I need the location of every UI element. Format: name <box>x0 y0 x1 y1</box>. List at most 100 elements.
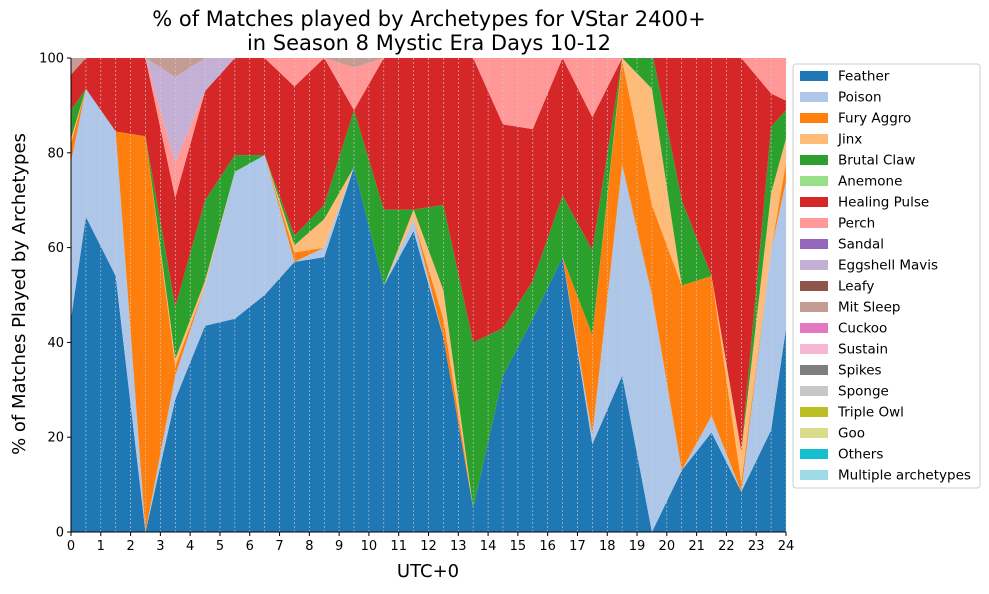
legend-label: Poison <box>838 90 882 106</box>
legend-swatch <box>800 428 828 438</box>
x-tick-label: 9 <box>335 539 343 554</box>
y-tick-label: 60 <box>47 241 64 256</box>
legend-item-anemone: Anemone <box>800 174 902 190</box>
legend-item-eggshell-mavis: Eggshell Mavis <box>800 258 938 274</box>
legend-item-triple-owl: Triple Owl <box>800 405 904 421</box>
legend-item-mit-sleep: Mit Sleep <box>800 300 900 316</box>
x-tick-label: 10 <box>361 539 378 554</box>
legend-item-multiple-archetypes: Multiple archetypes <box>800 468 971 484</box>
legend-swatch <box>800 281 828 291</box>
x-tick-label: 3 <box>156 539 164 554</box>
legend-item-others: Others <box>800 447 883 463</box>
x-tick-label: 24 <box>778 539 795 554</box>
legend-label: Jinx <box>837 132 862 148</box>
legend-item-cuckoo: Cuckoo <box>800 321 887 337</box>
legend-item-fury-aggro: Fury Aggro <box>800 111 911 127</box>
legend-swatch <box>800 113 828 123</box>
x-tick-label: 4 <box>186 539 194 554</box>
legend-swatch <box>800 239 828 249</box>
x-tick-label: 15 <box>510 539 527 554</box>
legend-label: Others <box>838 447 883 463</box>
legend-swatch <box>800 386 828 396</box>
legend-swatch <box>800 260 828 270</box>
x-tick-label: 14 <box>480 539 497 554</box>
legend-item-brutal-claw: Brutal Claw <box>800 153 915 169</box>
y-tick-label: 100 <box>39 52 64 67</box>
legend-swatch <box>800 323 828 333</box>
x-tick-label: 11 <box>390 539 407 554</box>
legend-frame <box>792 63 981 489</box>
legend-label: Goo <box>838 426 865 442</box>
legend-item-sustain: Sustain <box>800 342 888 358</box>
y-tick-label: 20 <box>47 431 64 446</box>
chart-title-line-1: % of Matches played by Archetypes for VS… <box>152 7 706 31</box>
area-fury-aggro <box>71 60 786 532</box>
x-tick-labels: 0 1 2 3 4 5 6 7 8 9 10 11 12 13 14 15 16 17 18 19 20 21 22 23 24 <box>67 539 794 554</box>
legend-label: Mit Sleep <box>838 300 900 316</box>
legend-label: Anemone <box>838 174 902 190</box>
y-tick-label: 0 <box>56 526 64 541</box>
x-tick-label: 17 <box>569 539 586 554</box>
legend-swatch <box>800 302 828 312</box>
legend-label: Healing Pulse <box>838 195 929 211</box>
x-tick-label: 20 <box>659 539 676 554</box>
x-tick-label: 21 <box>688 539 705 554</box>
x-tick-label: 2 <box>126 539 134 554</box>
legend-swatch <box>800 218 828 228</box>
legend-item-healing-pulse: Healing Pulse <box>800 195 929 211</box>
legend-item-jinx: Jinx <box>800 132 862 148</box>
legend-swatch <box>800 176 828 186</box>
y-tick-labels: 0 20 40 60 80 100 <box>39 52 64 541</box>
x-tick-label: 1 <box>97 539 105 554</box>
legend-swatch <box>800 92 828 102</box>
legend-label: Brutal Claw <box>838 153 915 169</box>
legend-items: Feather Poison Fury Aggro Jinx Brutal Claw An… <box>800 69 971 484</box>
x-tick-label: 16 <box>539 539 556 554</box>
legend-swatch <box>800 155 828 165</box>
legend-item-spikes: Spikes <box>800 363 882 379</box>
legend-label: Cuckoo <box>838 321 887 337</box>
y-tick-label: 80 <box>47 146 64 161</box>
chart-title-line-2: in Season 8 Mystic Era Days 10-12 <box>247 31 611 55</box>
y-axis-label: % of Matches Played by Archetypes <box>9 133 30 455</box>
axes-layer <box>67 57 787 536</box>
x-axis-label: UTC+0 <box>397 561 459 582</box>
x-tick-label: 18 <box>599 539 616 554</box>
x-tick-label: 0 <box>67 539 75 554</box>
grid-layer <box>70 58 787 532</box>
legend-swatch <box>800 470 828 480</box>
x-tick-label: 5 <box>216 539 224 554</box>
legend-label: Triple Owl <box>837 405 904 421</box>
legend: Feather Poison Fury Aggro Jinx Brutal Claw An… <box>792 63 981 489</box>
legend-swatch <box>800 134 828 144</box>
legend-swatch <box>800 71 828 81</box>
x-tick-label: 19 <box>629 539 646 554</box>
legend-label: Sandal <box>838 237 884 253</box>
x-tick-label: 7 <box>275 539 283 554</box>
legend-item-poison: Poison <box>800 90 882 106</box>
area-feather <box>71 167 786 532</box>
legend-swatch <box>800 449 828 459</box>
legend-item-leafy: Leafy <box>800 279 874 295</box>
legend-swatch <box>800 197 828 207</box>
legend-label: Eggshell Mavis <box>838 258 938 274</box>
legend-swatch <box>800 365 828 375</box>
legend-label: Perch <box>838 216 875 232</box>
y-tick-label: 40 <box>47 336 64 351</box>
x-tick-label: 12 <box>420 539 437 554</box>
legend-label: Spikes <box>838 363 882 379</box>
x-tick-label: 22 <box>718 539 735 554</box>
legend-label: Sponge <box>838 384 889 400</box>
x-tick-label: 13 <box>450 539 467 554</box>
legend-label: Fury Aggro <box>838 111 911 127</box>
legend-label: Leafy <box>838 279 874 295</box>
legend-swatch <box>800 407 828 417</box>
x-tick-label: 6 <box>246 539 254 554</box>
legend-item-sponge: Sponge <box>800 384 889 400</box>
legend-item-feather: Feather <box>800 69 890 85</box>
x-tick-label: 23 <box>748 539 765 554</box>
legend-swatch <box>800 344 828 354</box>
legend-label: Multiple archetypes <box>838 468 971 484</box>
